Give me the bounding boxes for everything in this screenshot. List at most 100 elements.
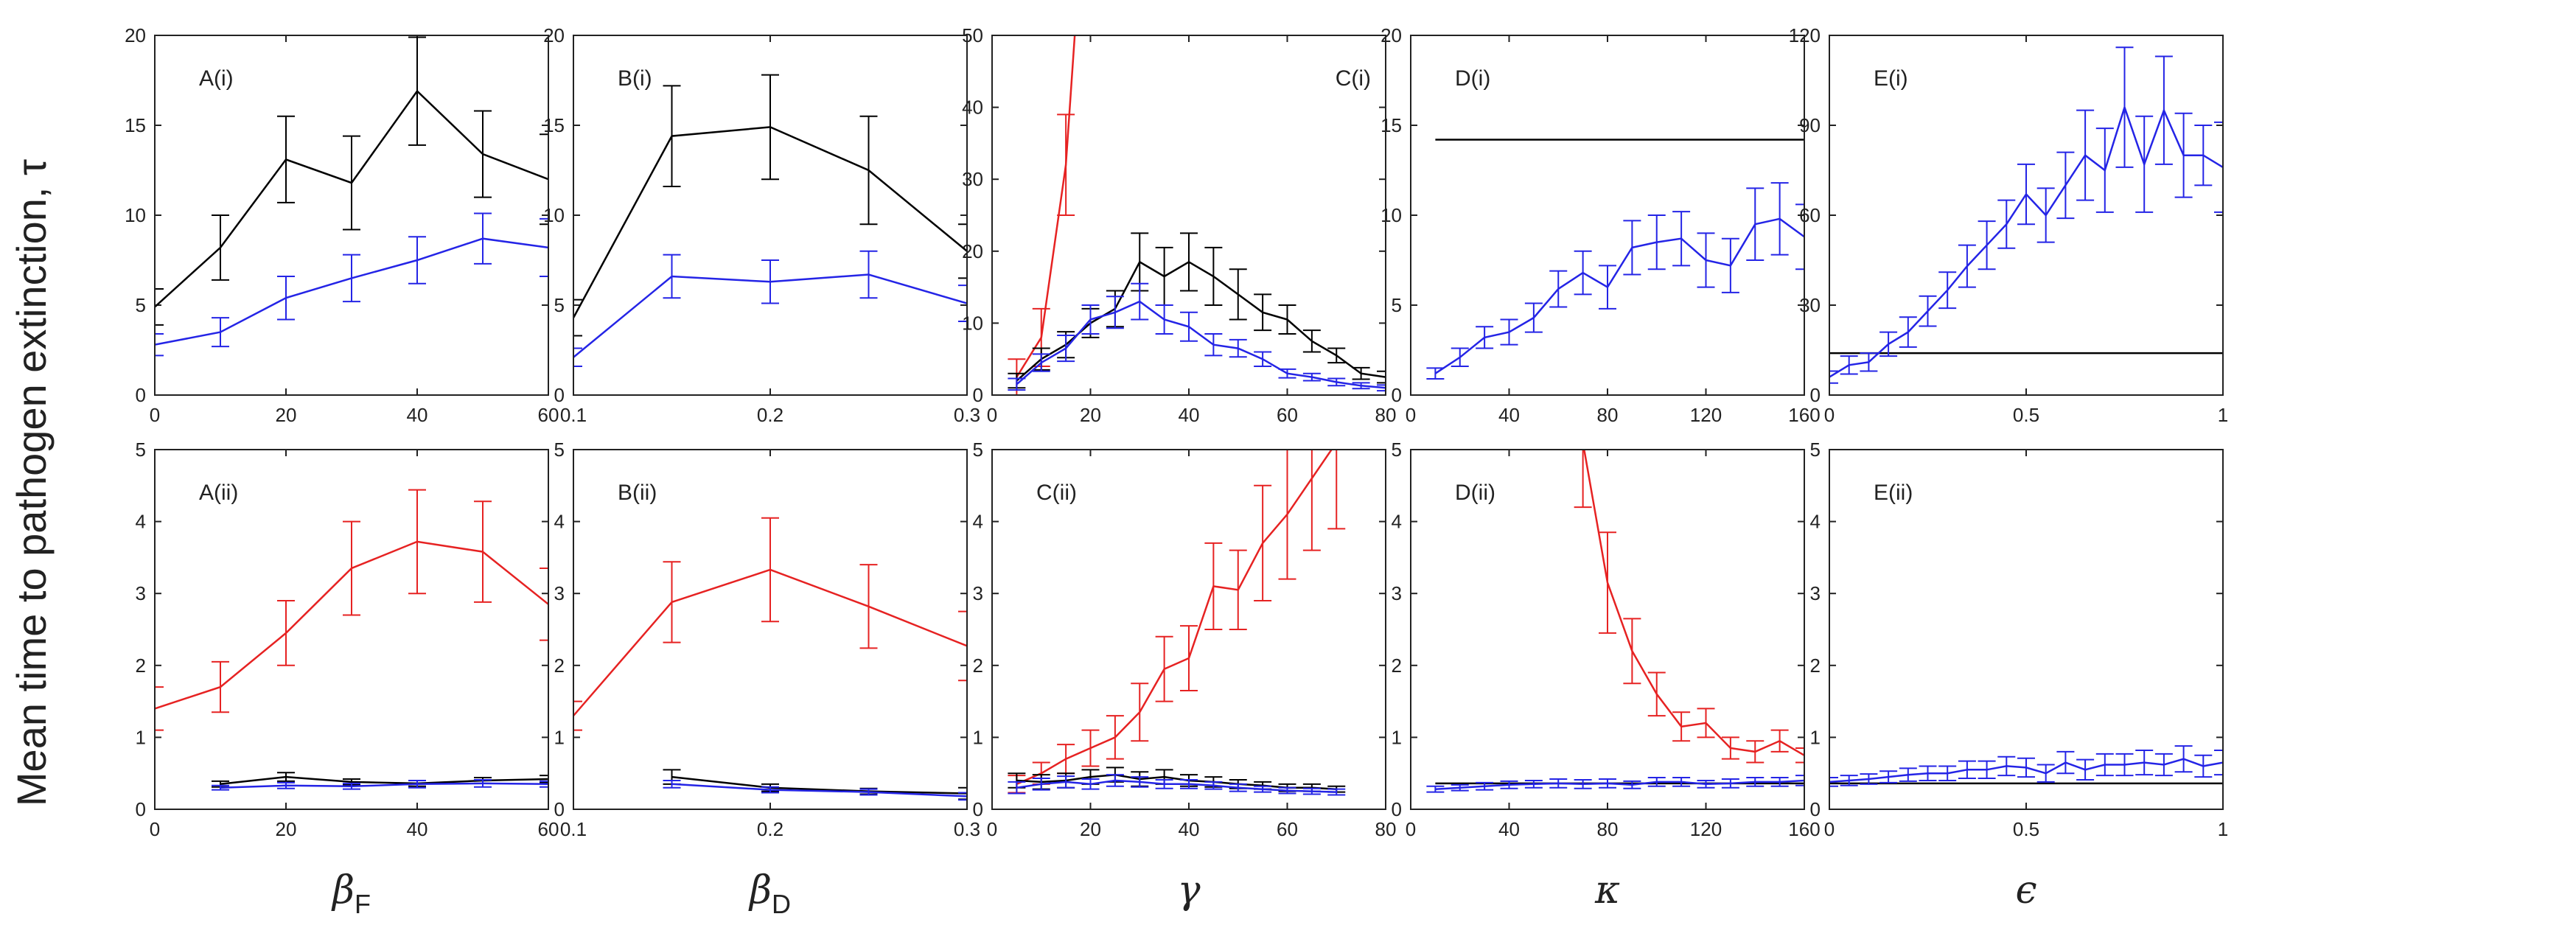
error-bar-red (1081, 729, 1100, 767)
error-bar-blue (1254, 351, 1272, 367)
error-bar-blue (2154, 55, 2173, 165)
x-tick-label: 0 (1824, 404, 1835, 426)
y-tick-label: 0 (136, 384, 146, 406)
error-bar-blue (2056, 151, 2075, 220)
x-axis-symbol: β (748, 868, 772, 912)
x-tick-label: 0 (1406, 404, 1416, 426)
error-bar-blue (1574, 250, 1592, 296)
panel-bii: 0 1 2 3 4 5 0.1 0.2 0.3 B(ii) βD (554, 439, 981, 919)
x-tick-label: 0 (987, 404, 997, 426)
y-tick-label: 4 (973, 511, 983, 533)
error-bar-red (1795, 747, 1804, 764)
y-tick-label: 2 (554, 655, 565, 677)
series-line-blue (220, 782, 548, 789)
error-bar-blue (2135, 115, 2154, 213)
error-bar-black (1302, 329, 1321, 353)
panel-di: 0 5 10 15 20 0 40 80 120 160 D(i) (1381, 24, 1821, 426)
y-tick-label: 40 (962, 97, 983, 119)
error-bar-blue (1327, 788, 1346, 796)
error-bar-blue (2194, 125, 2213, 186)
error-bar-blue (1623, 220, 1641, 276)
error-bar-blue (1697, 779, 1715, 789)
error-bar-blue (1278, 368, 1296, 379)
y-tick-label: 2 (136, 655, 146, 677)
error-bar-black (1352, 366, 1370, 380)
error-bar-black (408, 36, 426, 146)
series-line-red (1583, 450, 1804, 756)
error-bar-blue (1302, 372, 1321, 382)
series-line-blue (671, 783, 967, 797)
error-bar-blue (1795, 203, 1804, 270)
error-bar-blue (212, 784, 229, 791)
error-bar-blue (2115, 46, 2134, 168)
panel-ci: 0 10 20 30 40 50 0 20 40 60 80 C(i) (962, 24, 1396, 426)
x-tick-label: 40 (1498, 404, 1520, 426)
error-bar-red (1770, 729, 1789, 753)
error-bar-blue (2174, 112, 2193, 198)
x-tick-label: 60 (538, 404, 559, 426)
error-bar-red (1623, 618, 1641, 685)
error-bar-blue (663, 254, 681, 299)
error-bar-black (155, 288, 164, 326)
panel-label: A(i) (199, 66, 234, 91)
x-tick-label: 160 (1788, 818, 1820, 840)
error-bar-blue (2036, 187, 2055, 243)
error-bar-red (1106, 715, 1124, 760)
x-tick-label: 0.5 (2013, 404, 2039, 426)
error-bar-blue (1377, 384, 1386, 392)
error-bar-blue (1672, 777, 1691, 787)
error-bar-blue (1081, 778, 1100, 790)
error-bar-blue (1879, 770, 1898, 783)
error-bar-red (663, 561, 681, 643)
error-bar-black (1180, 232, 1198, 292)
x-tick-label: 120 (1690, 404, 1722, 426)
error-bar-blue (1840, 775, 1858, 786)
error-bar-red (155, 686, 164, 731)
y-tick-label: 20 (543, 24, 565, 46)
panel-label: B(i) (618, 66, 652, 91)
error-bar-black (761, 74, 779, 181)
error-bar-blue (1180, 778, 1198, 789)
x-tick-label: 0.1 (560, 404, 587, 426)
error-bar-blue (1746, 777, 1765, 787)
x-tick-label: 0 (150, 404, 160, 426)
x-tick-label: 40 (1179, 818, 1200, 840)
error-bar-blue (1829, 370, 1838, 384)
error-bar-black (343, 135, 360, 231)
error-bar-black (1204, 246, 1223, 306)
x-tick-label: 0.2 (757, 404, 783, 426)
y-tick-label: 20 (1381, 24, 1402, 46)
series-line-blue (1435, 779, 1804, 790)
y-tick-label: 30 (1799, 294, 1821, 316)
y-tick-label: 15 (543, 114, 565, 136)
series-group (1426, 450, 1804, 793)
error-bar-blue (1180, 311, 1198, 342)
panel-aii: 0 1 2 3 4 5 0 20 40 60 A(ii) βF (136, 439, 559, 919)
error-bar-blue (2154, 753, 2173, 777)
error-bar-red (1327, 450, 1346, 530)
panel-label: A(ii) (199, 481, 238, 505)
error-bar-blue (663, 779, 681, 789)
error-bar-blue (343, 782, 360, 790)
error-bar-red (1672, 711, 1691, 742)
error-bar-red (1746, 740, 1765, 764)
x-axis-symbol: β (331, 868, 355, 912)
x-axis-symbol: κ (1594, 868, 1620, 912)
error-bar-blue (1899, 767, 1917, 782)
error-bar-black (1278, 304, 1296, 335)
series-group (573, 517, 967, 801)
error-bar-blue (1997, 755, 2016, 777)
x-tick-label: 40 (407, 404, 428, 426)
x-tick-label: 0.2 (757, 818, 783, 840)
plot-frame (1410, 35, 1805, 396)
error-bar-blue (2214, 121, 2223, 213)
plot-frame (991, 449, 1386, 810)
y-tick-label: 10 (125, 204, 146, 226)
error-bar-blue (859, 250, 878, 299)
series-group (1008, 450, 1346, 796)
plot-frame (154, 35, 549, 396)
error-bar-blue (2194, 754, 2213, 778)
x-tick-label: 60 (1277, 404, 1298, 426)
error-bar-red (1647, 671, 1666, 717)
